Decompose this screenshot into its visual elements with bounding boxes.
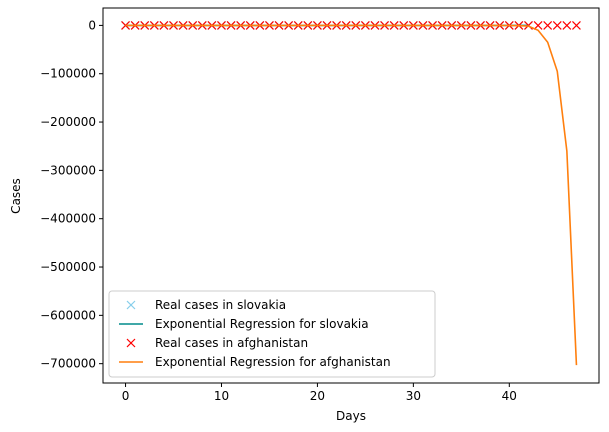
y-axis-label: Cases <box>9 178 23 214</box>
y-tick-label: −300000 <box>40 163 96 177</box>
y-tick-label: 0 <box>88 18 96 32</box>
legend-label: Exponential Regression for afghanistan <box>155 355 391 369</box>
y-tick-label: −400000 <box>40 212 96 226</box>
x-axis: 0 10 20 30 40 <box>122 383 517 403</box>
legend-swatch <box>126 300 136 310</box>
data-point <box>552 20 562 30</box>
data-point <box>533 20 543 30</box>
legend-label: Real cases in slovakia <box>155 298 286 312</box>
x-tick-label: 40 <box>502 389 517 403</box>
data-point <box>562 20 572 30</box>
legend-box <box>108 290 436 378</box>
x-tick-label: 20 <box>310 389 325 403</box>
data-point <box>121 20 130 30</box>
plot-frame <box>102 7 600 384</box>
series-4 <box>125 24 578 366</box>
y-tick-label: −200000 <box>40 115 96 129</box>
legend-entry: Exponential Regression for afghanistan <box>119 355 391 369</box>
series-line <box>125 24 578 366</box>
legend: Real cases in slovakia Exponential Regres… <box>108 290 436 378</box>
x-tick-label: 30 <box>406 389 421 403</box>
series-layer <box>121 20 581 366</box>
legend-entry: Real cases in slovakia <box>126 298 286 312</box>
y-tick-label: −500000 <box>40 260 96 274</box>
y-tick-label: −700000 <box>40 357 96 371</box>
data-point <box>572 20 581 30</box>
legend-label: Exponential Regression for slovakia <box>155 317 369 331</box>
x-tick-label: 10 <box>214 389 229 403</box>
legend-entry: Real cases in afghanistan <box>126 336 308 350</box>
y-tick-label: −100000 <box>40 67 96 81</box>
legend-label: Real cases in afghanistan <box>155 336 308 350</box>
y-axis: 0 −100000 −200000 −300000 −400000 −500000 −600… <box>40 18 103 371</box>
legend-entry: Exponential Regression for slovakia <box>119 317 369 331</box>
x-tick-label: 0 <box>122 389 130 403</box>
legend-swatch <box>126 338 136 348</box>
x-axis-label: Days <box>336 409 366 423</box>
y-tick-label: −600000 <box>40 308 96 322</box>
data-point <box>543 20 553 30</box>
